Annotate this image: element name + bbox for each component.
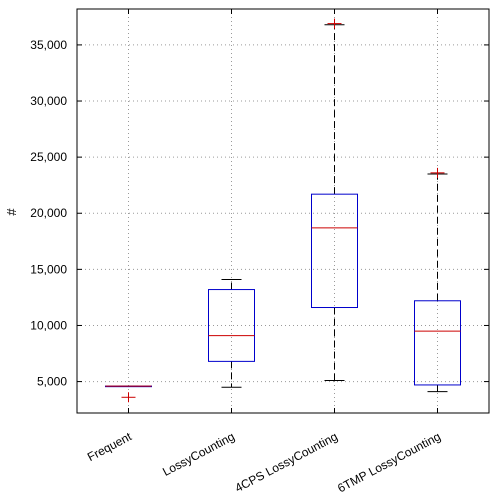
y-tick-label: 30,000 [30, 94, 67, 108]
y-tick-label: 25,000 [30, 150, 67, 164]
y-tick-label: 10,000 [30, 318, 67, 332]
box-iqr [414, 300, 461, 386]
x-tick-label: 4CPS LossyCounting [233, 429, 340, 495]
plot-background [77, 9, 489, 413]
box-iqr [311, 193, 358, 309]
y-tick-label: 5,000 [37, 375, 67, 389]
box-iqr [208, 289, 255, 362]
y-axis-label: # [4, 208, 19, 216]
y-tick-label: 20,000 [30, 206, 67, 220]
y-tick-label: 15,000 [30, 262, 67, 276]
x-tick-label: 6TMP LossyCounting [335, 429, 443, 495]
x-tick-label: Frequent [85, 429, 135, 464]
boxes [105, 18, 461, 403]
plot-frame [76, 8, 490, 414]
x-tick-label: LossyCounting [160, 429, 237, 479]
y-tick-label: 35,000 [30, 38, 67, 52]
